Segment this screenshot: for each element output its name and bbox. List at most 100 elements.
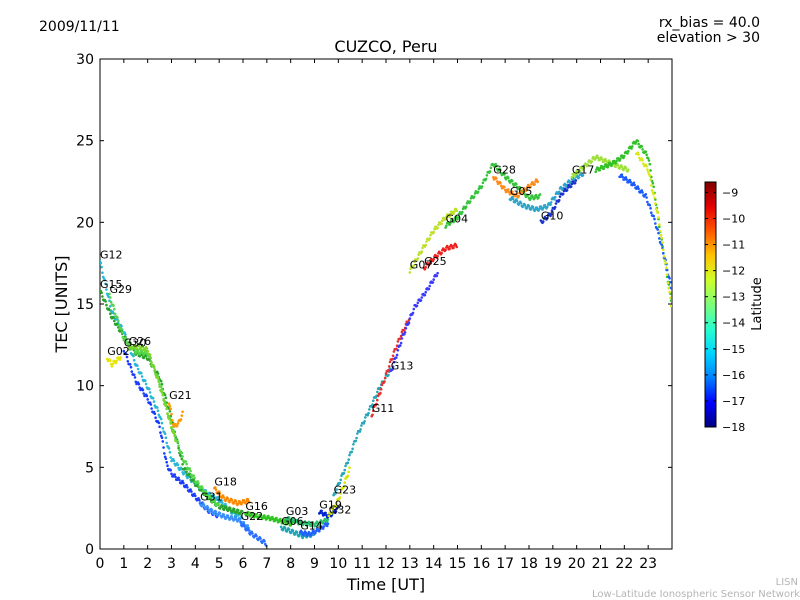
data-point (172, 431, 176, 435)
data-point (185, 470, 188, 474)
data-point (400, 330, 404, 334)
data-point (645, 196, 648, 199)
data-point (132, 358, 136, 362)
data-point (154, 372, 157, 376)
data-point (144, 382, 148, 386)
data-point (669, 280, 672, 284)
series-layer (100, 139, 672, 547)
prn-label: G13 (391, 360, 414, 373)
x-tick-label: 10 (329, 556, 347, 572)
data-point (644, 193, 648, 196)
data-point (452, 246, 455, 250)
data-point (135, 347, 138, 350)
data-point (543, 204, 547, 207)
data-point (310, 524, 313, 527)
data-point (495, 164, 498, 168)
data-point (668, 290, 671, 294)
data-point (654, 202, 657, 205)
data-point (242, 521, 246, 524)
data-point (308, 522, 312, 525)
data-point (348, 453, 351, 457)
data-point (596, 154, 599, 157)
data-point (636, 185, 640, 188)
data-point (525, 188, 528, 192)
data-point (596, 156, 600, 160)
plot-area (99, 58, 673, 550)
data-point (627, 149, 630, 153)
series-g14 (298, 522, 330, 537)
data-point (529, 185, 532, 189)
data-point (163, 432, 167, 436)
data-point (251, 512, 254, 515)
data-point (594, 170, 597, 174)
colorbar-tick-label: −11 (722, 239, 745, 252)
data-point (150, 361, 153, 364)
data-point (343, 481, 347, 484)
data-point (108, 292, 111, 296)
data-point (523, 193, 527, 196)
prn-label: G32 (329, 503, 352, 516)
data-point (220, 499, 223, 502)
data-point (166, 412, 169, 416)
data-point (161, 440, 165, 443)
data-point (104, 282, 107, 286)
x-tick-label: 12 (377, 556, 395, 572)
data-point (310, 534, 313, 537)
data-point (181, 479, 184, 483)
series-g10 (539, 179, 578, 225)
data-point (324, 511, 327, 515)
data-point (120, 331, 124, 334)
data-point (611, 162, 614, 165)
data-point (225, 506, 228, 509)
data-point (335, 488, 339, 491)
data-point (375, 402, 378, 406)
data-point (662, 248, 665, 251)
data-point (400, 337, 404, 340)
data-point (342, 471, 346, 475)
data-point (129, 365, 133, 369)
data-point (295, 518, 299, 522)
data-point (586, 163, 590, 166)
series-g28 (492, 176, 539, 199)
y-axis: 0 5 10 15 20 25 30 (76, 52, 672, 558)
data-point (240, 516, 244, 520)
data-point (602, 167, 605, 171)
data-point (160, 436, 164, 440)
data-point (628, 178, 632, 182)
data-point (327, 514, 331, 518)
data-point (137, 382, 141, 386)
data-point (473, 192, 477, 195)
data-point (156, 409, 160, 413)
data-point (221, 501, 224, 505)
data-point (178, 448, 181, 452)
prn-label: G22 (241, 510, 264, 523)
data-point (633, 183, 636, 187)
data-point (109, 296, 112, 299)
data-point (318, 530, 321, 533)
colorbar-tick-label: −18 (722, 421, 745, 434)
data-point (114, 361, 118, 365)
data-point (529, 197, 532, 200)
data-point (521, 191, 524, 195)
data-point (656, 228, 659, 231)
data-point (124, 338, 128, 342)
data-point (363, 420, 366, 423)
data-point (429, 233, 432, 237)
data-point (503, 185, 506, 189)
data-point (164, 436, 168, 440)
data-point (561, 192, 565, 196)
prn-label: G17 (572, 164, 595, 177)
data-point (411, 266, 415, 269)
data-point (253, 515, 257, 518)
data-point (507, 176, 510, 180)
data-point (481, 181, 485, 185)
data-point (113, 319, 116, 323)
data-point (627, 168, 630, 171)
data-point (100, 291, 103, 295)
data-point (194, 494, 197, 498)
x-tick-label: 20 (568, 556, 586, 572)
data-point (669, 296, 672, 300)
prn-label: G28 (493, 164, 516, 177)
series-g23 (332, 367, 392, 497)
data-point (355, 436, 358, 440)
